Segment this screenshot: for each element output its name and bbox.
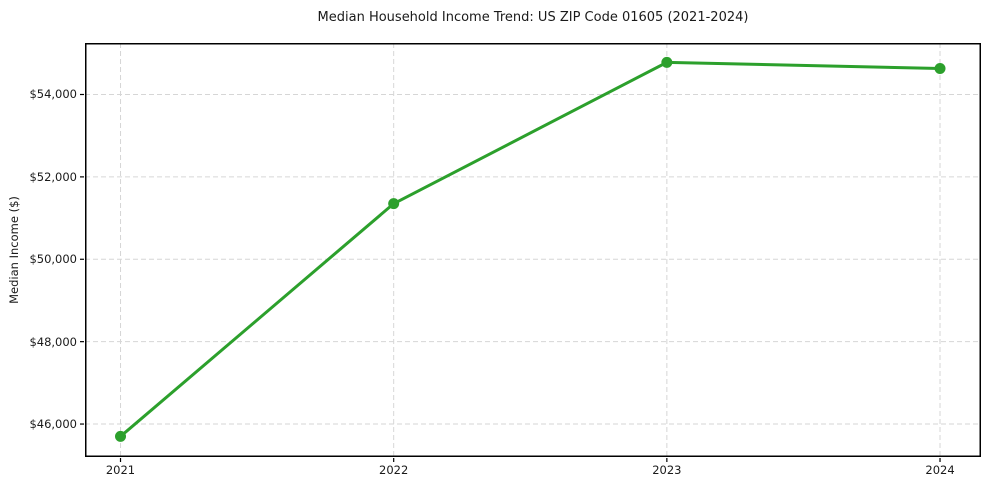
data-point-marker <box>115 430 127 442</box>
data-point-marker <box>388 198 400 210</box>
y-tick-label: $50,000 <box>29 252 77 267</box>
y-tick-label: $52,000 <box>29 169 77 184</box>
x-tick-label: 2021 <box>105 463 136 477</box>
y-tick-label: $46,000 <box>29 417 77 432</box>
x-tick-label: 2022 <box>379 463 409 477</box>
chart-title: Median Household Income Trend: US ZIP Co… <box>317 10 749 25</box>
data-point-marker <box>661 56 673 68</box>
y-tick-label: $48,000 <box>29 334 77 349</box>
y-axis-label: Median Income ($) <box>7 196 21 304</box>
x-tick-label: 2024 <box>925 463 955 477</box>
y-tick-label: $54,000 <box>29 87 77 102</box>
data-line <box>119 60 942 438</box>
plot-border <box>85 43 981 457</box>
data-point-marker <box>934 63 946 75</box>
plot-area <box>80 43 981 462</box>
x-tick-label: 2023 <box>652 463 682 477</box>
